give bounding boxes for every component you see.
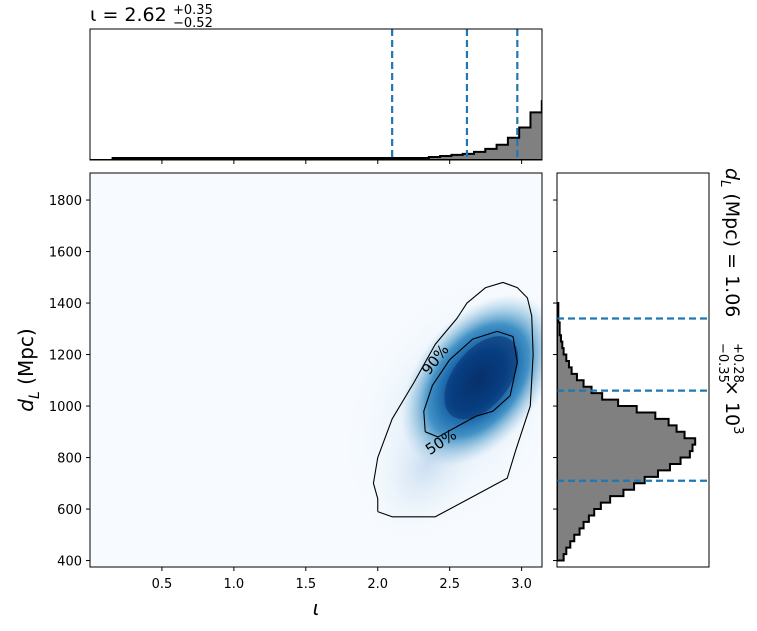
heatmap-peak <box>444 336 519 420</box>
y-tick-label: 1800 <box>49 194 82 209</box>
top-marginal-panel: ι = 2.62 +0.35 −0.52 <box>89 3 543 164</box>
top-title-sub: −0.52 <box>173 16 213 31</box>
right-title: dL (Mpc) = 1.06 +0.28 −0.35 × 103 <box>715 168 745 434</box>
top-title: ι = 2.62 <box>90 4 167 26</box>
x-axis-label: ι <box>313 596 320 620</box>
top-title-base: ι = 2.62 <box>90 4 167 26</box>
density-heatmap <box>335 269 542 546</box>
svg-text:× 103: × 103 <box>721 380 745 434</box>
y-tick-label: 1600 <box>49 246 82 261</box>
y-tick-label: 1400 <box>49 297 82 312</box>
y-tick-label: 800 <box>57 452 82 467</box>
right-title-sup: +0.28 <box>730 343 745 383</box>
right-title-exp: 3 <box>730 426 745 434</box>
joint-x-ticks: 0.5 1.0 1.5 2.0 2.5 3.0 <box>152 567 532 592</box>
y-tick-label: 1200 <box>49 349 82 364</box>
x-tick-label: 1.5 <box>295 577 316 592</box>
y-axis-label-base: d <box>14 399 38 412</box>
x-tick-label: 0.5 <box>152 577 173 592</box>
joint-frame <box>89 172 543 568</box>
right-frame <box>556 172 710 568</box>
right-ticks <box>553 199 557 562</box>
top-ticks <box>161 160 523 164</box>
y-tick-label: 1000 <box>49 400 82 415</box>
right-marginal-panel: dL (Mpc) = 1.06 +0.28 −0.35 × 103 <box>553 168 745 568</box>
right-title-sub: L <box>717 180 732 187</box>
top-quantile-lines <box>391 29 519 160</box>
y-axis-label: dL (Mpc) <box>14 328 43 411</box>
right-quantile-lines <box>557 317 709 482</box>
top-title-sup: +0.35 <box>173 3 213 18</box>
joint-panel: 90%50% 0.5 1.0 1.5 2.0 2.5 3.0 40060080010001… <box>14 172 543 620</box>
joint-y-ticks: 400 600 800 1000 1200 1400 1600 1800 <box>49 194 90 570</box>
right-histogram <box>557 302 697 562</box>
top-frame <box>89 28 543 161</box>
svg-text:dL (Mpc): dL (Mpc) <box>14 328 43 411</box>
y-tick-label: 400 <box>57 555 82 570</box>
right-title-base: d <box>721 168 743 181</box>
y-tick-label: 600 <box>57 503 82 518</box>
y-axis-label-unit: (Mpc) <box>14 328 38 391</box>
x-tick-label: 3.0 <box>511 577 532 592</box>
svg-text:dL (Mpc) = 1.06: dL (Mpc) = 1.06 <box>717 168 743 317</box>
right-title-tail: × 10 <box>721 380 743 426</box>
contour-50pct <box>423 330 518 438</box>
top-histogram-bars <box>90 100 542 160</box>
x-tick-label: 2.5 <box>439 577 460 592</box>
top-histogram <box>90 100 542 160</box>
y-axis-label-sub: L <box>27 391 43 399</box>
right-title-mid: (Mpc) = 1.06 <box>721 187 743 317</box>
right-title-lowsub: −0.35 <box>715 343 730 383</box>
x-tick-label: 1.0 <box>224 577 245 592</box>
right-histogram-bars <box>557 302 697 562</box>
contour-90pct <box>372 281 534 518</box>
x-tick-label: 2.0 <box>367 577 388 592</box>
